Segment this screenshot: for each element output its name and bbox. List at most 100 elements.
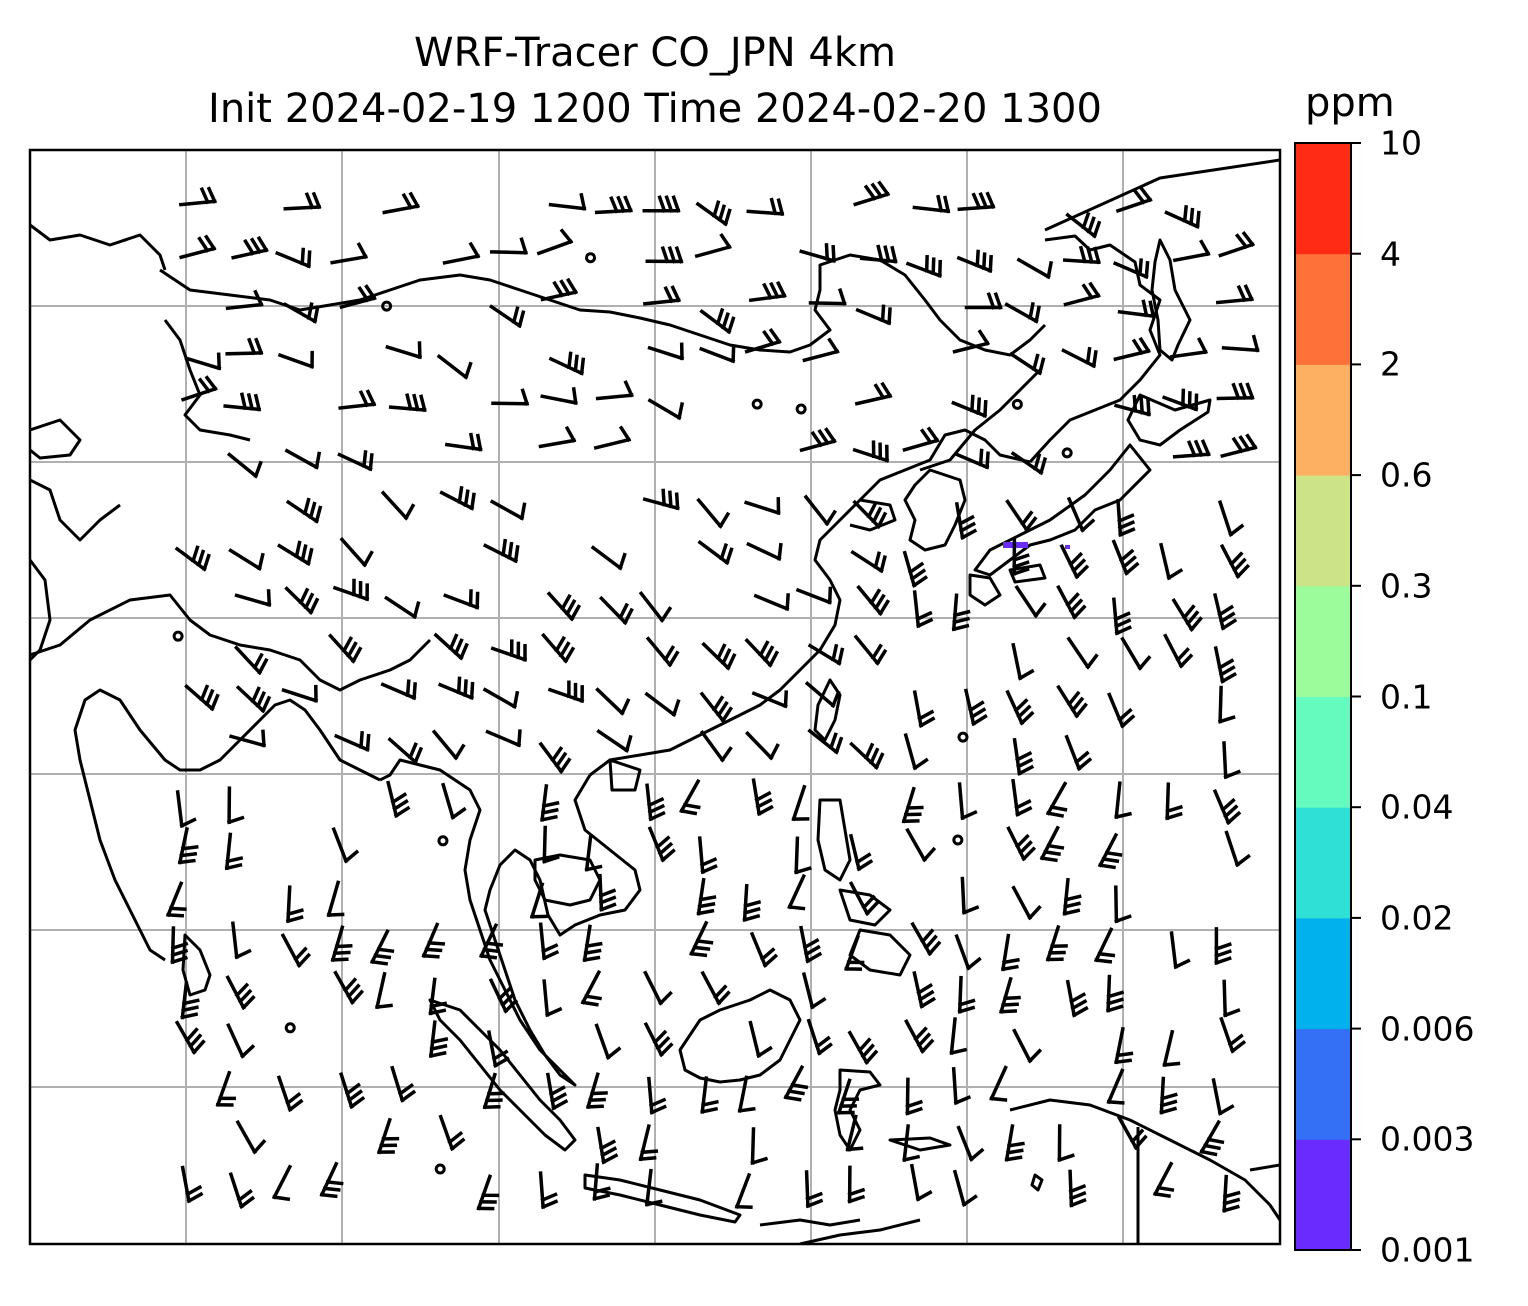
wind-barb [949, 1017, 968, 1055]
wind-barb [491, 388, 530, 406]
wind-barb [745, 730, 780, 761]
wind-barb [807, 643, 845, 666]
wind-barb [853, 634, 888, 666]
coastlines [30, 158, 1280, 1244]
wind-barb [912, 971, 937, 1009]
wind-barb [390, 1065, 417, 1103]
wind-barb [964, 292, 1003, 310]
wind-barb [952, 1169, 978, 1208]
wind-barb [271, 1164, 293, 1202]
wind-barb [905, 1077, 924, 1116]
wind-barb [1066, 636, 1099, 670]
wind-barb [486, 1030, 510, 1068]
wind-barb [284, 448, 322, 470]
wind-barb [226, 452, 263, 479]
wind-barb [443, 589, 480, 610]
wind-barb [737, 1075, 756, 1113]
coastline-shandong [849, 498, 897, 532]
wind-barb [1172, 439, 1211, 459]
wind-barb [905, 827, 937, 863]
wind-barb [1106, 1068, 1125, 1105]
wind-barb [226, 786, 245, 825]
wind-barb [1093, 927, 1116, 964]
wind-barb [478, 922, 504, 960]
wind-barb [1212, 789, 1242, 826]
wind-barb [1064, 734, 1093, 772]
coastline-sulawesi [833, 1068, 882, 1152]
wind-barb [645, 636, 680, 668]
wind-barb [333, 970, 365, 1005]
wind-barb [223, 392, 262, 412]
coastline-northeast-asia [1044, 158, 1280, 232]
tracer-patch-small [1065, 545, 1070, 549]
wind-barb [1171, 597, 1203, 632]
wind-barb [174, 1020, 206, 1055]
wind-barb-calm [952, 834, 964, 846]
wind-barb [951, 1067, 972, 1106]
wind-barb [1107, 692, 1136, 729]
wind-barb [1011, 885, 1042, 921]
wind-barb [1112, 258, 1150, 280]
wind-barb [326, 880, 345, 918]
wind-barb [431, 729, 466, 761]
wind-barb [799, 243, 837, 263]
wind-barb [485, 729, 522, 748]
coastline-indochina [379, 758, 642, 1087]
wind-barb [954, 501, 978, 540]
colorbar-frame [1294, 142, 1352, 1251]
wind-barb [234, 589, 272, 607]
wind-barb [910, 921, 942, 957]
wind-barb [548, 351, 586, 376]
wind-barb [700, 1076, 719, 1114]
wind-barb-calm [585, 252, 597, 264]
wind-barb [849, 741, 885, 770]
wind-barb [1215, 284, 1255, 305]
graticule [30, 150, 1280, 1244]
wind-barb [1158, 542, 1184, 581]
wind-barb [954, 933, 982, 971]
wind-barb [226, 1022, 256, 1059]
wind-barb [647, 342, 685, 361]
wind-barb [808, 287, 847, 306]
wind-barb [643, 970, 673, 1006]
wind-barb [859, 244, 898, 264]
wind-barb [1172, 239, 1211, 263]
wind-barb [1113, 336, 1151, 362]
wind-barb-calm [434, 1163, 446, 1175]
wind-barb [1056, 684, 1088, 719]
colorbar-segment [1295, 696, 1351, 808]
wind-barb [989, 1065, 1008, 1102]
wind-barb [437, 676, 475, 700]
wind-barb [275, 247, 312, 269]
wind-barb [283, 191, 322, 211]
wind-barb [319, 1161, 344, 1199]
wind-barb-calm [795, 403, 807, 415]
colorbar-segment [1295, 364, 1351, 476]
wind-barb [795, 586, 833, 605]
colorbar-segment [1295, 917, 1351, 1030]
wind-barb [848, 881, 880, 916]
wind-barb [1059, 543, 1090, 580]
wind-barb [695, 200, 732, 227]
wind-barb [276, 540, 314, 567]
wind-barb [580, 969, 603, 1007]
wind-barb [594, 195, 633, 215]
wind-barb [225, 975, 256, 1011]
coastline-shikoku [1008, 563, 1047, 584]
wind-barb [748, 1020, 773, 1059]
wind-barb [538, 1171, 559, 1210]
wind-barb [699, 730, 733, 763]
wind-barb [804, 681, 841, 709]
wind-barb [909, 1163, 933, 1202]
wind-barb [744, 497, 781, 516]
wind-barb [750, 1127, 769, 1166]
wind-barb [956, 249, 993, 274]
wind-barb [850, 549, 887, 574]
wind-barb [1097, 832, 1123, 870]
wind-barb [643, 1021, 674, 1058]
wind-barb [689, 920, 714, 958]
wind-barb [912, 590, 934, 629]
wind-barb [807, 728, 844, 755]
wind-barb [546, 591, 582, 622]
wind-barb [902, 550, 929, 588]
